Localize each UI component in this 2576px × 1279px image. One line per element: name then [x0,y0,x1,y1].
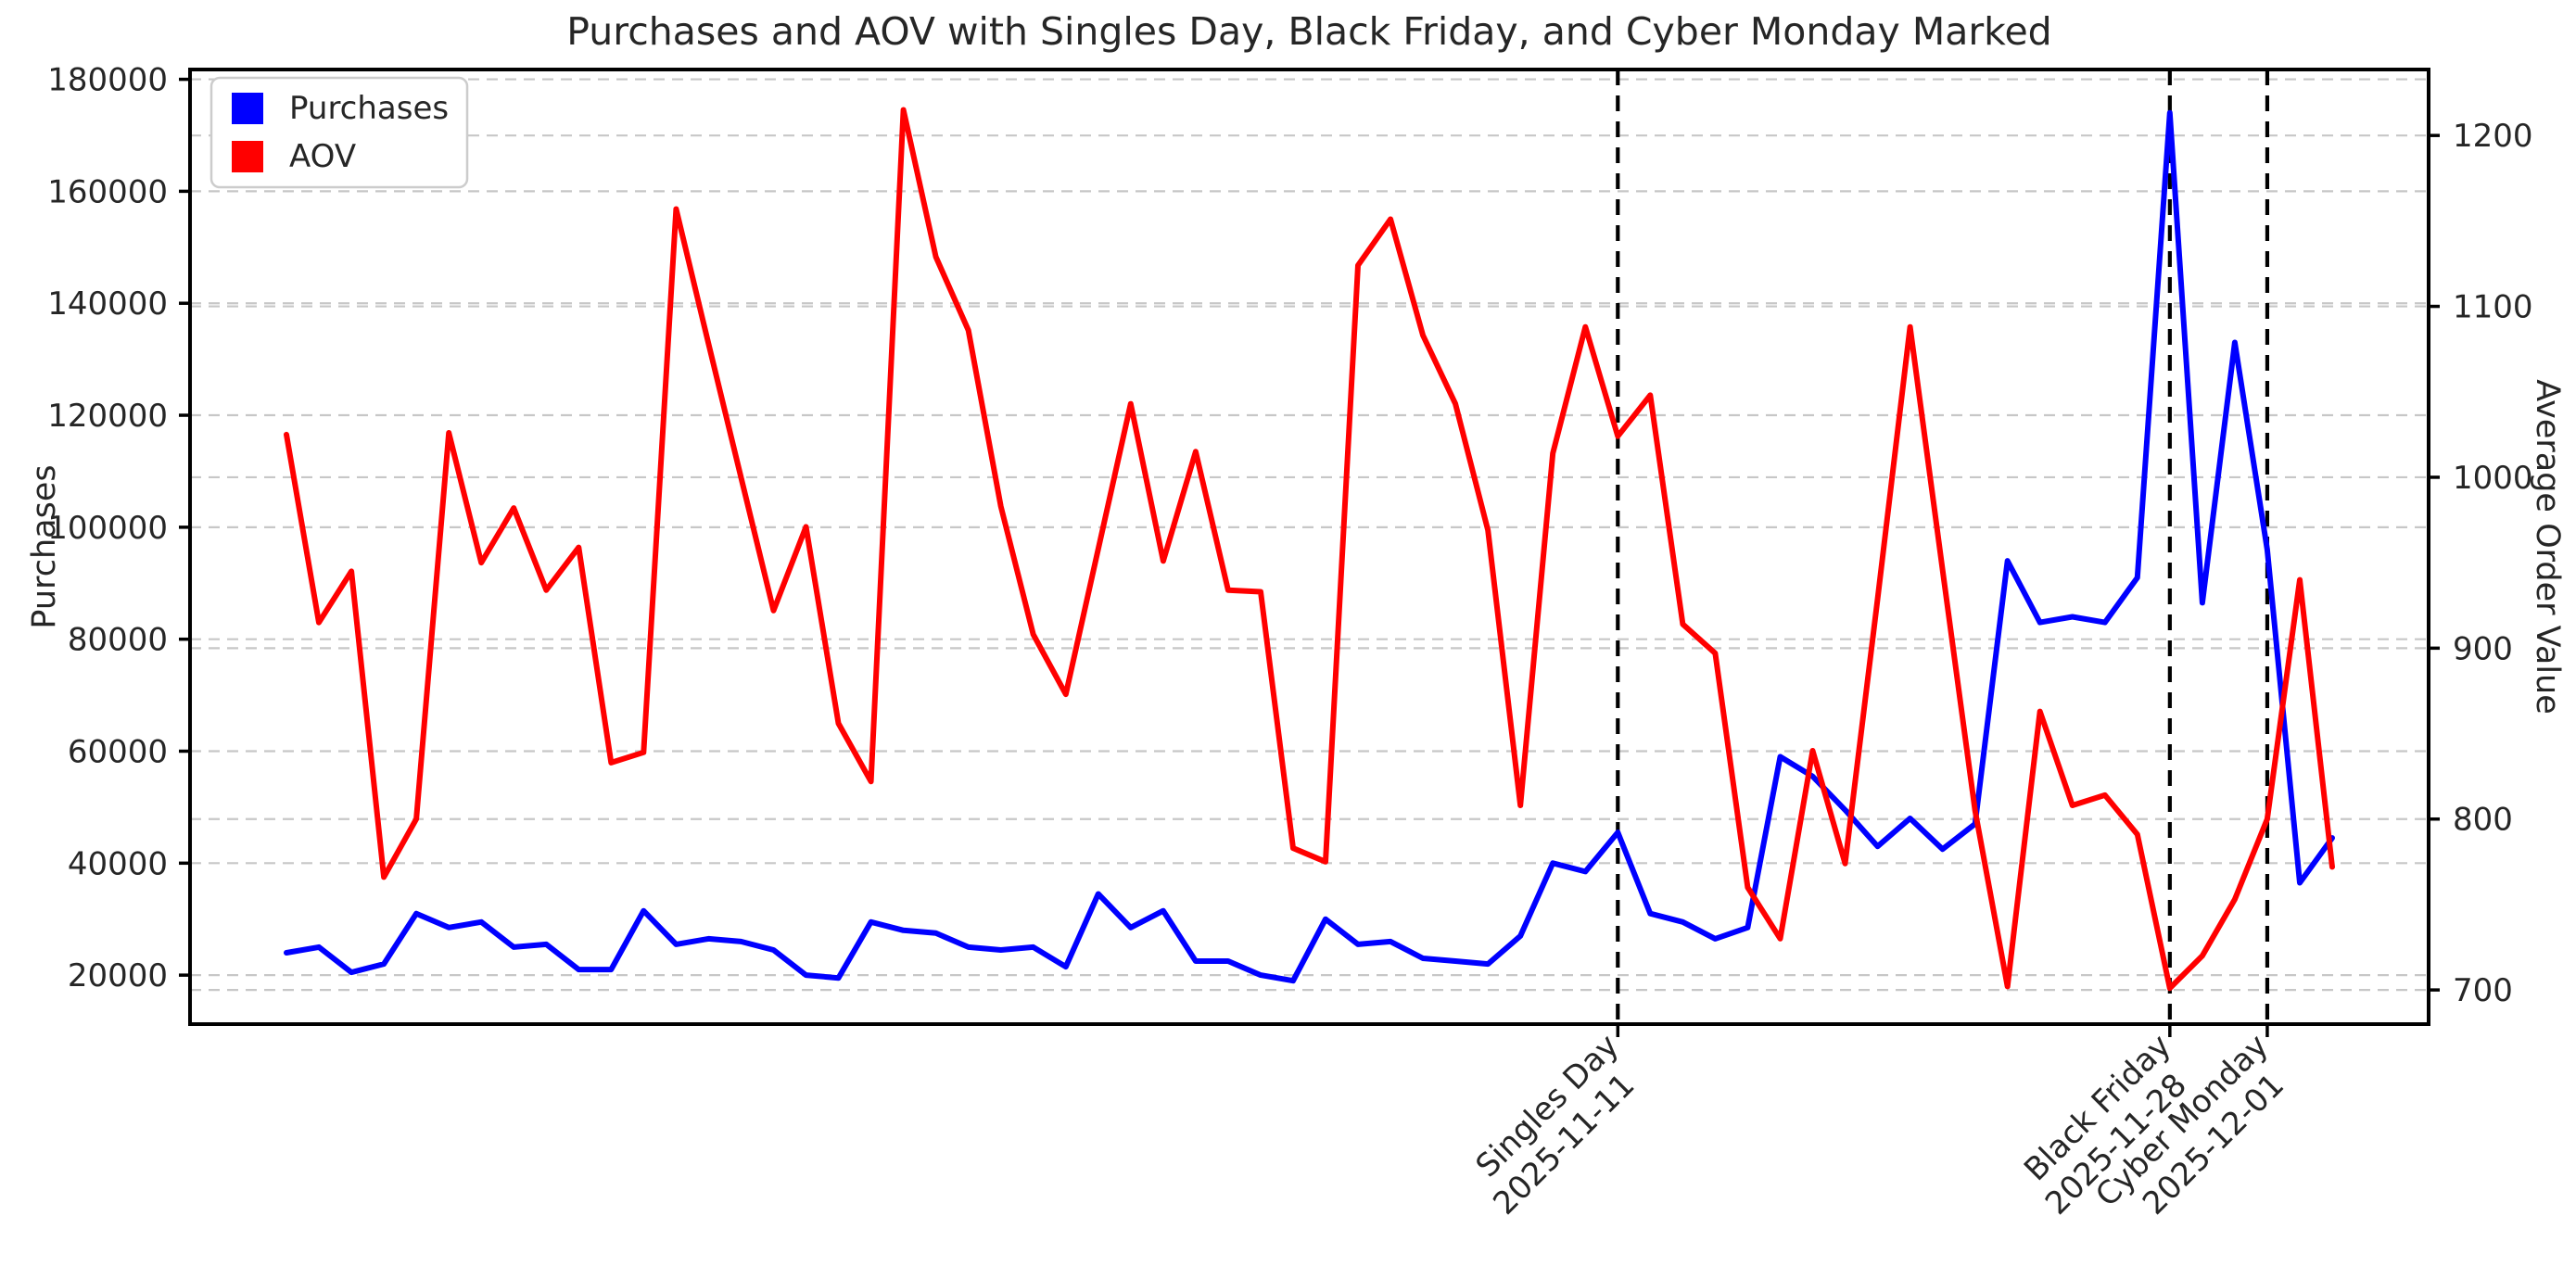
axes-spines [188,68,2430,1026]
right-tick-label: 1000 [2453,460,2533,497]
left-tick-label: 80000 [68,622,168,659]
gridlines [190,78,2429,992]
legend-swatch-purchases [232,93,263,124]
x-axis: Singles Day2025-11-11 Black Friday2025-11… [1459,1024,2291,1222]
plot-area [190,70,2429,1024]
right-tick-label: 800 [2453,802,2513,839]
chart-title: Purchases and AOV with Singles Day, Blac… [566,9,2052,54]
left-tick-label: 100000 [47,510,168,547]
legend: Purchases AOV [209,76,469,189]
aov-line [284,107,2335,992]
left-tick-label: 20000 [68,957,168,994]
y-axis-right: 700 800 900 1000 1100 1200 [2429,118,2533,1009]
left-tick-label: 120000 [47,398,168,435]
right-tick-label: 1100 [2453,289,2533,326]
event-tick-label: Singles Day2025-11-11 [1459,1027,1654,1222]
left-tick-label: 180000 [47,62,168,99]
left-tick-label: 60000 [68,733,168,770]
left-axis-label: Purchases [26,464,63,629]
legend-box [209,76,469,189]
right-tick-label: 700 [2453,972,2513,1009]
right-tick-label: 1200 [2453,118,2533,155]
left-tick-label: 160000 [47,173,168,210]
legend-label: AOV [289,138,356,175]
left-tick-label: 40000 [68,845,168,882]
purchases-line [284,109,2335,984]
right-tick-label: 900 [2453,630,2513,667]
right-axis-label: Average Order Value [2529,379,2566,715]
legend-label: Purchases [289,90,449,127]
left-tick-label: 140000 [47,285,168,323]
y-axis-left: 20000 40000 60000 80000 100000 120000 140000 16… [47,62,190,994]
legend-swatch-aov [232,141,263,172]
